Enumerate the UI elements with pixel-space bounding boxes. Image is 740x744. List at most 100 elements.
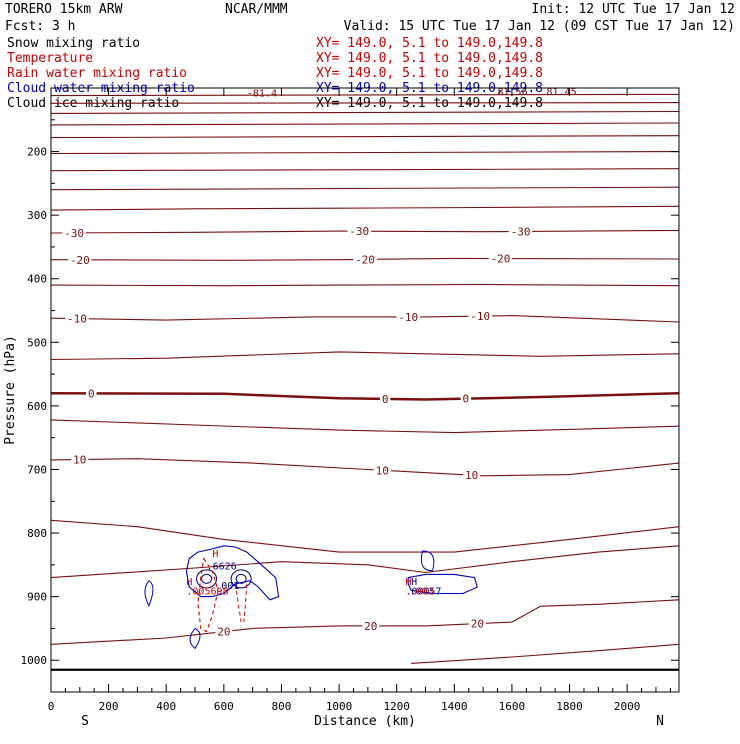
center-name: NCAR/MMM (225, 2, 288, 17)
isotherm-label-bg (86, 387, 97, 400)
valid-time: Valid: 15 UTC Tue 17 Jan 12 (09 CST Tue … (344, 19, 735, 34)
isotherm-label: 0 (463, 393, 470, 406)
y-tick-label: 800 (27, 527, 47, 540)
y-tick-label: 500 (27, 336, 47, 349)
cloud-water-contours (144, 545, 478, 650)
x-tick-label: 1600 (499, 700, 526, 713)
field-annotation: .00057 (405, 587, 441, 598)
isotherm-label: -20 (70, 254, 90, 267)
field-xy-rain: XY= 149.0, 5.1 to 149.0,149.8 (316, 66, 543, 81)
isotherm-label: 10 (73, 454, 86, 467)
direction-right-label: N (656, 714, 664, 729)
field-annotation: 81.56 (498, 87, 528, 98)
isotherm-line (50, 545, 680, 579)
cloud-ice-contour (230, 569, 252, 589)
y-tick-label: 600 (27, 400, 47, 413)
isotherm-line (50, 391, 680, 401)
forecast-hour: Fcst: 3 h (5, 19, 75, 34)
isotherm-line (50, 186, 680, 191)
isotherm-label-bg (468, 617, 486, 630)
field-annotation: .6626 (207, 561, 237, 572)
x-tick-label: 1200 (383, 700, 410, 713)
isotherm-label: 10 (465, 469, 478, 482)
isotherm-label: -20 (490, 253, 510, 266)
field-annotation: -81.4 (247, 88, 277, 99)
x-tick-label: 2000 (614, 700, 641, 713)
x-tick-label: 600 (214, 700, 234, 713)
isotherm-line (50, 351, 680, 361)
field-xy-cloud-ice: XY= 149.0, 5.1 to 149.0,149.8 (316, 96, 543, 111)
isotherm-label: 0 (88, 387, 95, 400)
isotherm-line (411, 643, 680, 664)
isotherm-line (50, 151, 680, 155)
isotherm-line (50, 419, 680, 434)
isotherm-label-bg (468, 310, 492, 323)
isotherm-label: 20 (471, 618, 484, 631)
isotherm-label: -10 (470, 310, 490, 323)
plot-frame (50, 87, 680, 693)
y-tick-label: 900 (27, 591, 47, 604)
cloud-ice-contour (201, 573, 213, 584)
y-tick-label: 200 (27, 146, 47, 159)
axes: 0 200 400 600 800 1000 1200 1400 1600 1800 2000200… (21, 88, 679, 713)
isotherm-line (50, 93, 680, 97)
isotherm-label-bg (396, 310, 420, 323)
isotherm-label-bg (379, 392, 391, 405)
isotherm-label-bg (65, 312, 89, 325)
field-label-temperature: Temperature (7, 51, 93, 66)
y-tick-label: 1000 (21, 654, 48, 667)
isotherm-line (50, 122, 680, 126)
rain-contour (234, 583, 248, 623)
cloud-water-contour-small (144, 580, 154, 607)
isotherm-line (50, 519, 680, 553)
isotherm-line (50, 102, 680, 104)
isotherm-line (50, 135, 680, 139)
isotherm-label-bg (347, 225, 371, 238)
isotherm-label-bg (373, 464, 391, 477)
cloud-water-contour (185, 545, 280, 601)
cloud-water-contour-small (420, 550, 435, 572)
temperature-isotherms: -30 -30 -30 -20 -20 -20 -10 -10 -10 0 0 0 10 10 10 20 20… (50, 93, 680, 664)
isotherm-label-bg (68, 253, 92, 266)
x-tick-label: 800 (272, 700, 292, 713)
isotherm-line (50, 205, 680, 211)
field-xy-temperature: XY= 149.0, 5.1 to 149.0,149.8 (316, 51, 543, 66)
isotherm-line (50, 110, 680, 114)
isotherm-line (50, 599, 680, 645)
cloud-ice-contour (235, 573, 247, 584)
isotherm-line (50, 257, 680, 261)
y-tick-label: 400 (27, 273, 47, 286)
isotherm-label-bg (215, 625, 233, 638)
isotherm-label: -30 (511, 225, 531, 238)
field-annotation: H (186, 577, 192, 588)
init-time: Init: 12 UTC Tue 17 Jan 12 (532, 2, 736, 17)
isotherm-line (50, 168, 680, 172)
field-label-snow: Snow mixing ratio (7, 36, 140, 51)
isotherm-line (50, 315, 680, 323)
model-name: TORERO 15km ARW (5, 2, 123, 17)
isotherm-label: -10 (398, 311, 418, 324)
field-annotation: .005698 (186, 587, 228, 598)
x-tick-label: 1800 (556, 700, 583, 713)
isotherm-label: 10 (376, 464, 389, 477)
field-annotation: .003 (410, 587, 434, 598)
isotherm-label-bg (460, 392, 472, 405)
direction-left-label: S (81, 714, 89, 729)
isotherm-label-bg (463, 469, 481, 482)
isotherm-label: 20 (217, 626, 230, 639)
x-tick-label: 200 (99, 700, 119, 713)
isotherm-label-bg (488, 252, 513, 265)
x-tick-label: 1400 (441, 700, 468, 713)
field-annotation: H (411, 577, 417, 588)
x-axis-title: Distance (km) (314, 714, 416, 729)
isotherm-label-bg (362, 619, 380, 632)
isotherm-label-bg (508, 225, 533, 238)
x-tick-label: 0 (48, 700, 55, 713)
y-tick-label: 300 (27, 209, 47, 222)
field-xy-snow: XY= 149.0, 5.1 to 149.0,149.8 (316, 36, 543, 51)
isotherm-line (50, 283, 680, 287)
isotherm-label: -30 (64, 227, 84, 240)
